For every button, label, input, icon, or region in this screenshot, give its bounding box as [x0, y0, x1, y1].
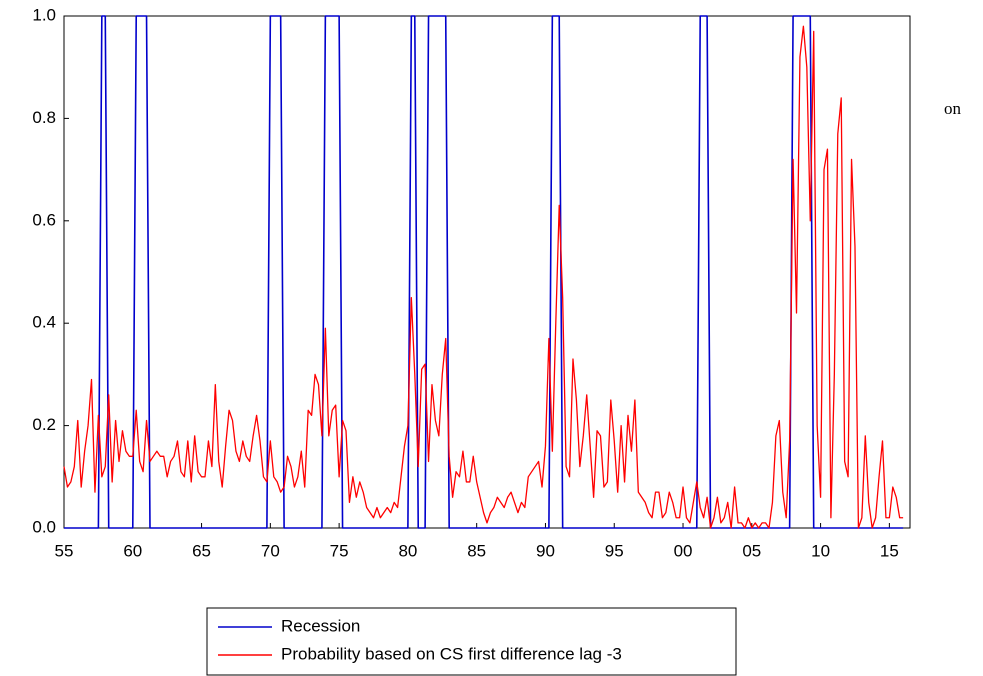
y-tick-label: 1.0: [32, 5, 56, 24]
legend-box: [206, 607, 737, 676]
x-tick-label: 95: [605, 541, 624, 560]
x-tick-label: 60: [123, 541, 142, 560]
y-tick-label: 0.8: [32, 108, 56, 127]
x-tick-label: 85: [467, 541, 486, 560]
y-tick-label: 0.0: [32, 517, 56, 536]
legend-label: Probability based on CS first difference…: [281, 644, 622, 663]
series-line: [64, 15, 904, 529]
x-tick-label: 80: [398, 541, 417, 560]
plot-frame: [63, 15, 911, 529]
x-tick-label: 15: [880, 541, 899, 560]
y-tick-label: 0.2: [32, 415, 56, 434]
y-tick-label: 0.6: [32, 210, 56, 229]
annotation: on: [944, 99, 962, 118]
y-tick-label: 0.4: [32, 313, 56, 332]
x-tick-label: 10: [811, 541, 830, 560]
x-tick-label: 55: [55, 541, 74, 560]
series-line: [63, 25, 904, 529]
legend-label: Recession: [281, 616, 360, 635]
x-tick-label: 05: [742, 541, 761, 560]
x-tick-label: 75: [330, 541, 349, 560]
x-tick-label: 90: [536, 541, 555, 560]
x-tick-label: 70: [261, 541, 280, 560]
x-tick-label: 00: [674, 541, 693, 560]
x-tick-label: 65: [192, 541, 211, 560]
